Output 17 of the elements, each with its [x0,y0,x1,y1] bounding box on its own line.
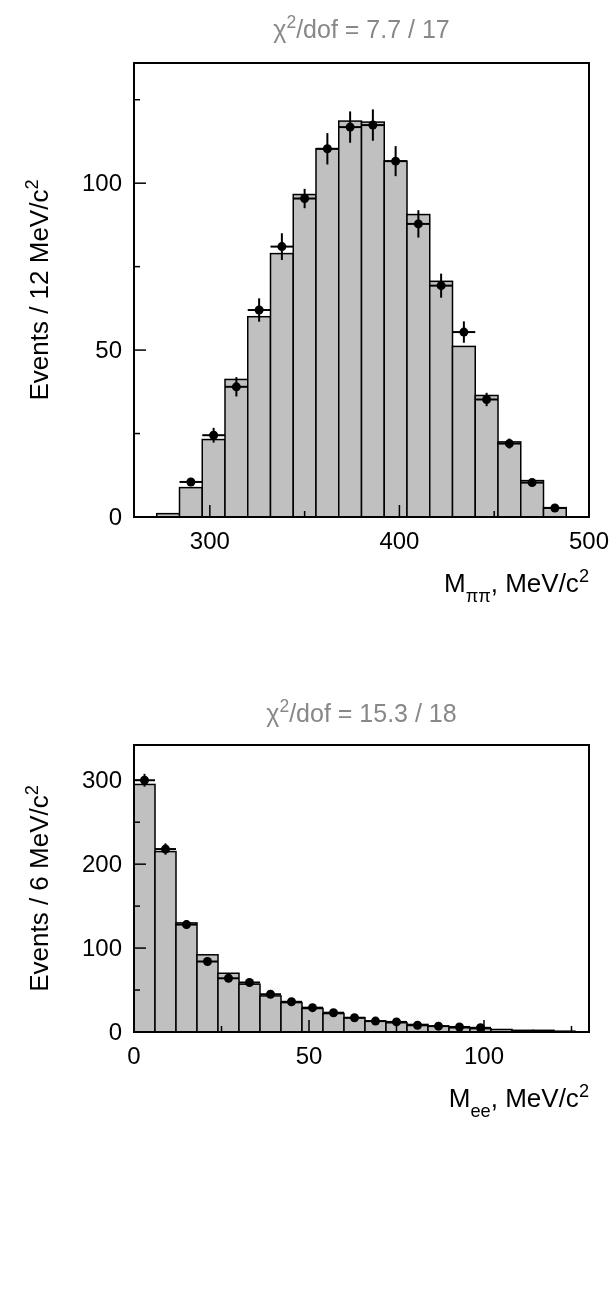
y-tick-label: 300 [81,766,122,794]
x-tick-label: 300 [189,527,230,554]
chart-title: χ$^{2}$/dof = 7.7 / 17 [273,12,450,43]
y-tick-label: 100 [81,934,122,962]
y-tick-label: 0 [108,503,122,530]
x-tick-label: 50 [295,1042,323,1069]
y-tick-label: 50 [95,336,122,364]
x-tick-label: 0 [127,1042,141,1069]
y-tick-label: 100 [81,169,122,197]
chart-title: χ$^{2}$/dof = 15.3 / 18 [266,696,457,727]
x-axis-title: M$_{ee}$, MeV/c$^{2}$ [448,1081,589,1121]
x-tick-label: 500 [568,527,610,554]
y-tick-label: 0 [108,1018,122,1045]
x-tick-label: 100 [463,1042,505,1069]
x-tick-label: 400 [379,527,420,554]
y-tick-label: 200 [81,850,122,878]
x-axis-title: M$_{ππ}$, MeV/c$^{2}$ [443,566,589,606]
